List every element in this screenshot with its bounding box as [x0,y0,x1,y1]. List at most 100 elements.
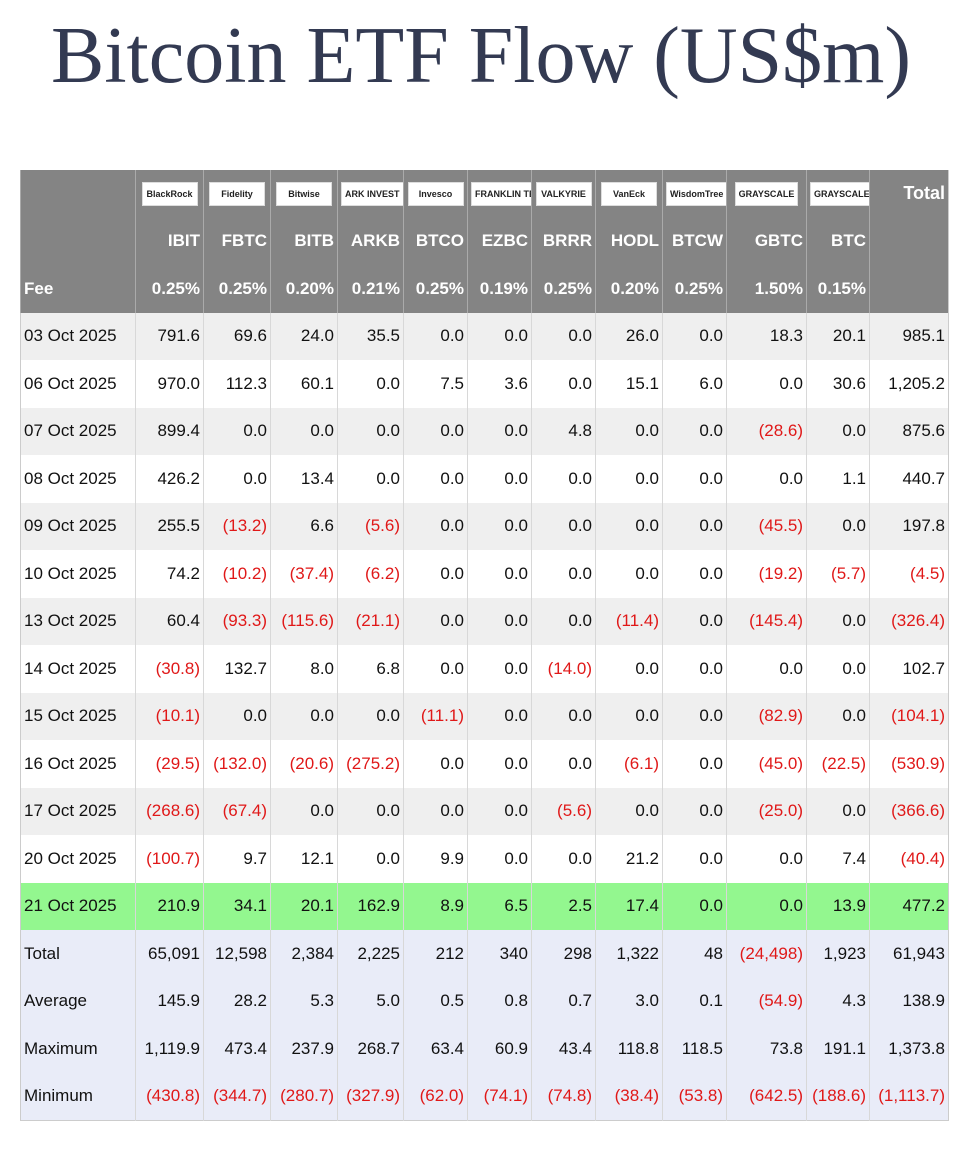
flow-value: 21.2 [595,835,663,883]
flow-value: 13.4 [270,455,338,503]
flow-value: 0.0 [806,645,870,693]
ticker: EZBC [467,217,532,265]
flow-value: 255.5 [135,502,204,550]
flow-value: 440.7 [869,455,949,503]
corner-cell [20,170,136,218]
flow-value: 426.2 [135,455,204,503]
flow-value: 4.8 [531,407,596,455]
flow-value: 74.2 [135,550,204,598]
row-label: 20 Oct 2025 [20,835,136,883]
row-label: 03 Oct 2025 [20,312,136,360]
flow-value: 1.1 [806,455,870,503]
flow-value: 0.0 [806,597,870,645]
flow-value: (25.0) [726,787,807,835]
flow-value: 118.8 [595,1025,663,1073]
flow-value: 0.0 [467,692,532,740]
data-row: 20 Oct 2025 (100.7) 9.7 12.1 0.0 9.9 0.0 0.0 21.… [20,835,949,883]
row-label: 14 Oct 2025 [20,645,136,693]
fee: 0.21% [337,265,404,313]
logo-cell: Fidelity [203,170,271,218]
flow-value: 477.2 [869,882,949,930]
flow-value: 60.9 [467,1025,532,1073]
flow-value: 0.0 [467,550,532,598]
flow-value: 60.4 [135,597,204,645]
flow-value: 0.0 [531,455,596,503]
flow-value: 0.0 [403,312,468,360]
flow-value: (100.7) [135,835,204,883]
flow-value: (28.6) [726,407,807,455]
logo-cell: GRAYSCALE [806,170,870,218]
flow-value: (24,498) [726,930,807,978]
flow-value: (30.8) [135,645,204,693]
flow-value: 162.9 [337,882,404,930]
flow-value: 48 [662,930,727,978]
flow-value: (366.6) [869,787,949,835]
flow-value: (29.5) [135,740,204,788]
fee: 0.25% [403,265,468,313]
flow-value: (188.6) [806,1072,870,1121]
row-label: 06 Oct 2025 [20,360,136,408]
row-label: Average [20,977,136,1025]
row-label: 08 Oct 2025 [20,455,136,503]
data-row: 03 Oct 2025 791.6 69.6 24.0 35.5 0.0 0.0 0.0 26.… [20,312,949,360]
logo-cell: Invesco [403,170,468,218]
flow-value: 0.0 [467,597,532,645]
flow-value: 0.0 [595,692,663,740]
flow-value: 2.5 [531,882,596,930]
fee: 0.19% [467,265,532,313]
flow-value: 24.0 [270,312,338,360]
ticker: BITB [270,217,338,265]
flow-value: 0.0 [595,455,663,503]
flow-value: 17.4 [595,882,663,930]
flow-value: 6.8 [337,645,404,693]
ticker: BTC [806,217,870,265]
flow-value: 197.8 [869,502,949,550]
flow-value: 3.6 [467,360,532,408]
flow-value: (6.2) [337,550,404,598]
flow-value: 63.4 [403,1025,468,1073]
row-label: 13 Oct 2025 [20,597,136,645]
issuer-logo: ARK INVEST [341,181,404,206]
summary-row: Maximum 1,119.9 473.4 237.9 268.7 63.4 60.9 43.… [20,1025,949,1073]
flow-value: (11.1) [403,692,468,740]
flow-value: (54.9) [726,977,807,1025]
flow-value: 970.0 [135,360,204,408]
flow-value: (10.2) [203,550,271,598]
flow-value: 138.9 [869,977,949,1025]
flow-value: 1,205.2 [869,360,949,408]
flow-value: (40.4) [869,835,949,883]
issuer-logo: GRAYSCALE [810,181,870,206]
flow-value: 43.4 [531,1025,596,1073]
logo-cell: VALKYRIE [531,170,596,218]
flow-value: (1,113.7) [869,1072,949,1121]
flow-value: 0.0 [337,692,404,740]
logo-cell: BlackRock [135,170,204,218]
row-label: 07 Oct 2025 [20,407,136,455]
flow-value: (115.6) [270,597,338,645]
flow-value: 0.0 [726,645,807,693]
flow-value: 112.3 [203,360,271,408]
flow-value: 899.4 [135,407,204,455]
flow-value: 0.0 [806,692,870,740]
data-row: 06 Oct 2025 970.0 112.3 60.1 0.0 7.5 3.6 0.0 15.… [20,360,949,408]
flow-value: 0.0 [726,835,807,883]
flow-value: (14.0) [531,645,596,693]
flow-value: 118.5 [662,1025,727,1073]
flow-value: 1,373.8 [869,1025,949,1073]
flow-value: 65,091 [135,930,204,978]
flow-value: 0.0 [662,550,727,598]
flow-value: 0.0 [467,502,532,550]
data-row: 16 Oct 2025 (29.5) (132.0) (20.6) (275.2) 0.0… [20,740,949,788]
flow-value: 1,923 [806,930,870,978]
flow-value: 0.0 [531,502,596,550]
flow-value: 0.0 [662,692,727,740]
ticker: HODL [595,217,663,265]
flow-value: 0.0 [467,740,532,788]
flow-value: 1,119.9 [135,1025,204,1073]
blank-cell [20,217,136,265]
flow-value: (37.4) [270,550,338,598]
ticker: BTCO [403,217,468,265]
ticker: BTCW [662,217,727,265]
flow-value: 0.5 [403,977,468,1025]
flow-value: (4.5) [869,550,949,598]
